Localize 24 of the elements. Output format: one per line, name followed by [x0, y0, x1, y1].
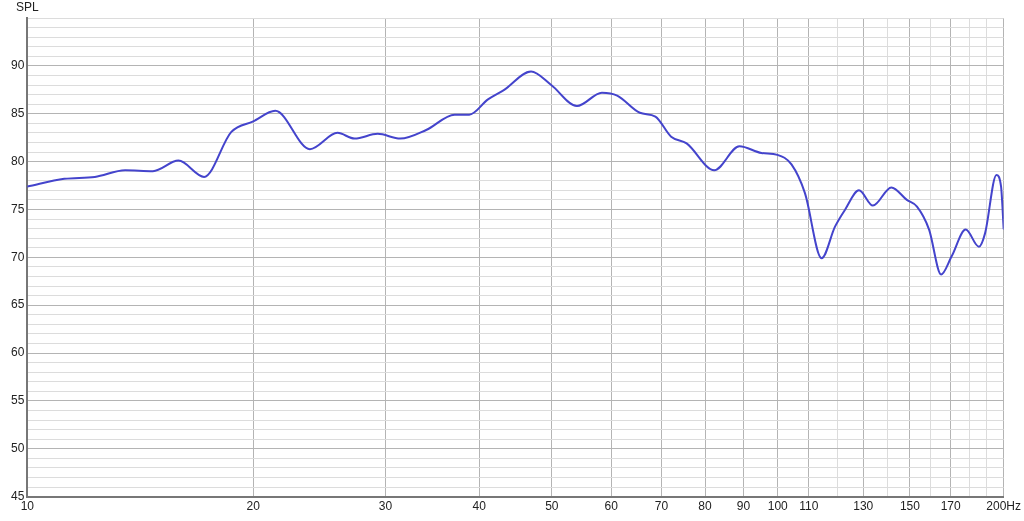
y-tick-label: 80 [10, 153, 25, 168]
x-tick-label: 60 [604, 499, 619, 514]
y-tick-label: 70 [10, 249, 25, 264]
x-tick-label: 70 [654, 499, 669, 514]
y-axis-title: SPL [16, 0, 40, 15]
x-tick-label: 150 [899, 499, 921, 514]
y-tick-label: 65 [10, 297, 25, 312]
x-tick-label: 20 [246, 499, 261, 514]
y-tick-label: 90 [10, 58, 25, 73]
y-tick-label: 85 [10, 106, 25, 121]
y-tick-label: 55 [10, 393, 25, 408]
x-tick-label: 40 [472, 499, 487, 514]
x-tick-label: 110 [799, 499, 819, 514]
x-tick-label: 80 [698, 499, 713, 514]
x-tick-label: 30 [378, 499, 393, 514]
x-tick-label: 50 [545, 499, 559, 514]
x-tick-label: 170 [940, 499, 962, 514]
x-tick-label: 130 [853, 499, 874, 514]
y-tick-label: 60 [10, 345, 25, 360]
x-tick-label: 100 [767, 499, 789, 514]
y-tick-label: 75 [10, 201, 25, 216]
y-tick-label: 50 [10, 441, 25, 456]
x-tick-label: 200Hz [986, 499, 1021, 514]
x-tick-label: 90 [736, 499, 751, 514]
